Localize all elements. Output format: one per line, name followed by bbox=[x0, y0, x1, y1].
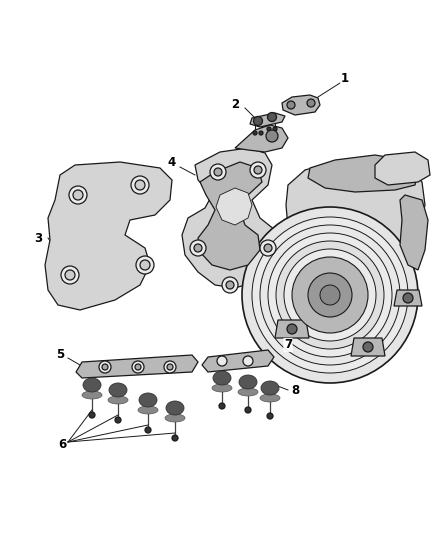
Circle shape bbox=[69, 186, 87, 204]
Circle shape bbox=[260, 240, 276, 256]
Circle shape bbox=[89, 412, 95, 418]
Circle shape bbox=[287, 101, 295, 109]
Circle shape bbox=[73, 190, 83, 200]
Circle shape bbox=[264, 244, 272, 252]
Circle shape bbox=[308, 273, 352, 317]
Circle shape bbox=[243, 356, 253, 366]
Polygon shape bbox=[198, 162, 262, 270]
Circle shape bbox=[226, 281, 234, 289]
Circle shape bbox=[172, 435, 178, 441]
Text: 7: 7 bbox=[284, 338, 292, 351]
Circle shape bbox=[284, 249, 376, 341]
Circle shape bbox=[250, 162, 266, 178]
Ellipse shape bbox=[261, 381, 279, 395]
Circle shape bbox=[99, 361, 111, 373]
Circle shape bbox=[252, 217, 408, 373]
Polygon shape bbox=[45, 162, 172, 310]
Polygon shape bbox=[275, 320, 309, 338]
Polygon shape bbox=[282, 95, 320, 115]
Circle shape bbox=[115, 417, 121, 423]
Polygon shape bbox=[182, 148, 278, 288]
Polygon shape bbox=[216, 188, 252, 225]
Circle shape bbox=[273, 127, 277, 131]
Text: 4: 4 bbox=[168, 157, 176, 169]
Ellipse shape bbox=[260, 394, 280, 402]
Circle shape bbox=[292, 257, 368, 333]
Polygon shape bbox=[394, 290, 422, 306]
Ellipse shape bbox=[83, 378, 101, 392]
Polygon shape bbox=[351, 338, 385, 356]
Circle shape bbox=[259, 131, 263, 135]
Text: 8: 8 bbox=[291, 384, 299, 397]
Circle shape bbox=[219, 403, 225, 409]
Circle shape bbox=[214, 168, 222, 176]
Circle shape bbox=[135, 364, 141, 370]
Circle shape bbox=[254, 166, 262, 174]
Polygon shape bbox=[76, 355, 198, 378]
Circle shape bbox=[253, 131, 257, 135]
Circle shape bbox=[363, 342, 373, 352]
Circle shape bbox=[320, 285, 340, 305]
Circle shape bbox=[266, 130, 278, 142]
Text: 1: 1 bbox=[341, 71, 349, 85]
Circle shape bbox=[260, 225, 400, 365]
Circle shape bbox=[245, 407, 251, 413]
Ellipse shape bbox=[109, 383, 127, 397]
Circle shape bbox=[242, 207, 418, 383]
Circle shape bbox=[65, 270, 75, 280]
Circle shape bbox=[102, 364, 108, 370]
Circle shape bbox=[135, 180, 145, 190]
Ellipse shape bbox=[82, 391, 102, 399]
Polygon shape bbox=[400, 195, 428, 270]
Circle shape bbox=[276, 241, 384, 349]
Ellipse shape bbox=[213, 371, 231, 385]
Circle shape bbox=[267, 413, 273, 419]
Circle shape bbox=[254, 117, 262, 125]
Text: 3: 3 bbox=[34, 231, 42, 245]
Polygon shape bbox=[280, 158, 425, 345]
Circle shape bbox=[131, 176, 149, 194]
Circle shape bbox=[403, 293, 413, 303]
Text: 2: 2 bbox=[231, 99, 239, 111]
Ellipse shape bbox=[165, 414, 185, 422]
Circle shape bbox=[136, 256, 154, 274]
Text: 5: 5 bbox=[56, 349, 64, 361]
Circle shape bbox=[217, 356, 227, 366]
Polygon shape bbox=[308, 155, 418, 192]
Polygon shape bbox=[235, 125, 288, 152]
Circle shape bbox=[61, 266, 79, 284]
Circle shape bbox=[268, 112, 276, 122]
Circle shape bbox=[164, 361, 176, 373]
Circle shape bbox=[222, 277, 238, 293]
Circle shape bbox=[167, 364, 173, 370]
Circle shape bbox=[307, 99, 315, 107]
Ellipse shape bbox=[239, 375, 257, 389]
Circle shape bbox=[140, 260, 150, 270]
Ellipse shape bbox=[138, 406, 158, 414]
Circle shape bbox=[190, 240, 206, 256]
Polygon shape bbox=[202, 350, 274, 372]
Circle shape bbox=[145, 427, 151, 433]
Polygon shape bbox=[250, 113, 285, 127]
Circle shape bbox=[132, 361, 144, 373]
Circle shape bbox=[267, 127, 271, 131]
Ellipse shape bbox=[139, 393, 157, 407]
Ellipse shape bbox=[108, 396, 128, 404]
Circle shape bbox=[210, 164, 226, 180]
Ellipse shape bbox=[238, 388, 258, 396]
Circle shape bbox=[268, 233, 392, 357]
Circle shape bbox=[194, 244, 202, 252]
Ellipse shape bbox=[166, 401, 184, 415]
Circle shape bbox=[287, 324, 297, 334]
Text: 6: 6 bbox=[58, 439, 66, 451]
Polygon shape bbox=[375, 152, 430, 185]
Ellipse shape bbox=[212, 384, 232, 392]
